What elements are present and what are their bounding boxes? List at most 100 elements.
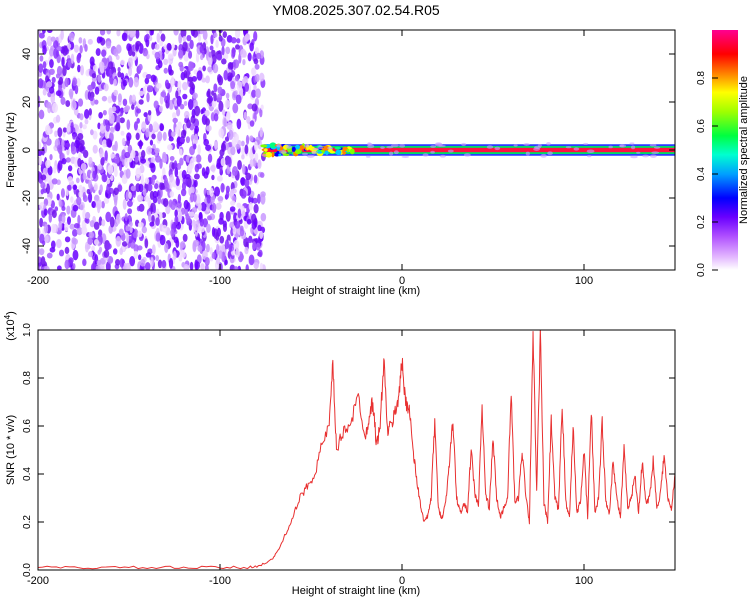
spectrogram-noise-cell (224, 136, 230, 142)
spectrogram-noise-cell (118, 78, 122, 84)
spectrogram-noise-cell (160, 91, 167, 98)
spectrogram-noise-cell (133, 121, 138, 131)
spectrogram-noise-cell (217, 176, 223, 182)
spectrogram-noise-cell (91, 245, 95, 252)
spectrogram-x-ticks: -200 -100 0 100 (27, 30, 593, 287)
y-tick-label: 0.0 (22, 563, 33, 577)
spectrogram-noise-cell (50, 200, 55, 209)
snr-series-line (38, 330, 675, 570)
spectrogram-noise-cell (70, 196, 74, 203)
svg-text:(x104): (x104) (3, 311, 17, 341)
signal-halo (547, 151, 553, 156)
spectrogram-noise-cell (124, 157, 129, 169)
spectrogram-noise-cell (260, 104, 264, 111)
spectrogram-noise-cell (181, 252, 186, 258)
spectrogram-noise-cell (237, 208, 242, 219)
spectrogram-noise-cell (97, 203, 101, 214)
spectrogram-noise-cell (221, 143, 227, 153)
spectrogram-noise-cell (103, 249, 110, 258)
spectrogram-noise-cell (191, 156, 197, 163)
spectrogram-noise-cell (210, 34, 214, 45)
spectrogram-noise-cell (93, 182, 99, 191)
spectrogram-noise-cell (161, 153, 168, 164)
spectrogram-noise-cell (211, 202, 217, 214)
spectrogram-noise-cell (70, 53, 75, 64)
spectrogram-noise-cell (211, 251, 216, 260)
signal-halo (276, 143, 282, 148)
spectrogram-noise-cell (195, 154, 202, 163)
spectrogram-noise-cell (256, 52, 262, 60)
spectrogram-noise-cell (195, 52, 200, 63)
spectrogram-noise-cell (38, 101, 41, 108)
spectrogram-noise-cell (133, 76, 140, 88)
spectrogram-noise-cell (145, 252, 152, 258)
spectrogram-noise-cell (209, 187, 214, 197)
spectrogram-noise-cell (251, 67, 257, 77)
spectrogram-noise-cell (168, 257, 174, 269)
spectrogram-noise-cell (163, 67, 169, 74)
spectrogram-noise-cell (65, 157, 71, 163)
spectrogram-noise-cell (207, 215, 212, 221)
signal-halo (630, 155, 638, 159)
spectrogram-noise-cell (257, 193, 261, 204)
spectrogram-noise-cell (143, 112, 149, 118)
spectrogram-noise-cell (176, 108, 181, 117)
spectrogram-noise-cell (68, 88, 74, 98)
spectrogram-noise-cell (140, 173, 144, 185)
spectrogram-noise-cell (40, 174, 47, 181)
spectrogram-noise-cell (181, 169, 187, 180)
spectrogram-noise-cell (145, 73, 152, 80)
spectrogram-noise-cell (69, 223, 76, 230)
spectrogram-noise-cell (173, 250, 177, 260)
snr-panel: -200 -100 0 100 0.0 0.2 0.4 0.6 0.8 1.0 Height o… (3, 311, 676, 597)
spectrogram-noise-cell (227, 72, 233, 81)
signal-halo (636, 151, 641, 154)
spectrogram-noise-cell (177, 121, 182, 130)
spectrogram-noise-cell (214, 186, 221, 197)
spectrogram-noise-cell (145, 30, 150, 34)
spectrogram-noise-cell (76, 196, 82, 206)
spectrogram-noise-cell (76, 226, 83, 236)
spectrogram-noise-cell (254, 63, 260, 70)
spectrogram-noise-cell (65, 100, 71, 108)
spectrogram-noise-cell (127, 208, 133, 215)
spectrogram-noise-cell (255, 242, 261, 251)
y-tick-label: 0.6 (22, 419, 33, 433)
spectrogram-noise-cell (121, 241, 128, 247)
spectrogram-noise-cell (94, 86, 100, 95)
spectrogram-noise-cell (159, 40, 164, 47)
spectrogram-noise-cell (39, 217, 44, 228)
signal-halo (546, 141, 551, 146)
spectrogram-noise-cell (225, 46, 231, 55)
spectrogram-noise-cell (253, 262, 259, 270)
spectrogram-panel: -200 -100 0 100 40 20 0 -20 -40 Height of strai… (5, 29, 676, 297)
signal-halo (306, 154, 315, 158)
spectrogram-noise-cell (148, 123, 153, 133)
spectrogram-noise-cell (197, 33, 202, 42)
spectrogram-noise-cell (64, 77, 69, 88)
spectrogram-noise-cell (187, 99, 194, 111)
signal-halo (565, 146, 572, 149)
spectrogram-noise-cell (140, 258, 146, 267)
spectrogram-noise-cell (77, 132, 84, 141)
spectrogram-noise-cell (97, 249, 102, 255)
spectrogram-noise-cell (170, 131, 176, 137)
spectrogram-noise-cell (72, 184, 78, 191)
spectrogram-noise-cell (40, 188, 44, 195)
x-tick-label: 0 (399, 575, 405, 587)
spectrogram-noise-cell (89, 96, 94, 102)
spectrogram-noise-cell (225, 92, 230, 99)
spectrogram-noise-cell (212, 63, 219, 74)
spectrogram-noise-cell (211, 99, 217, 108)
spectrogram-noise-cell (242, 50, 247, 58)
spectrogram-noise-cell (120, 130, 125, 136)
snr-plot-area (38, 330, 675, 570)
spectrogram-noise-cell (178, 254, 183, 262)
spectrogram-noise-cell (222, 31, 228, 39)
spectrogram-noise-cell (151, 133, 156, 140)
spectrogram-noise-cell (72, 204, 79, 212)
spectrogram-noise-cell (125, 225, 131, 232)
spectrogram-noise-cell (51, 223, 57, 234)
spectrogram-noise-cell (174, 167, 179, 178)
spectrogram-noise-cell (140, 149, 146, 159)
